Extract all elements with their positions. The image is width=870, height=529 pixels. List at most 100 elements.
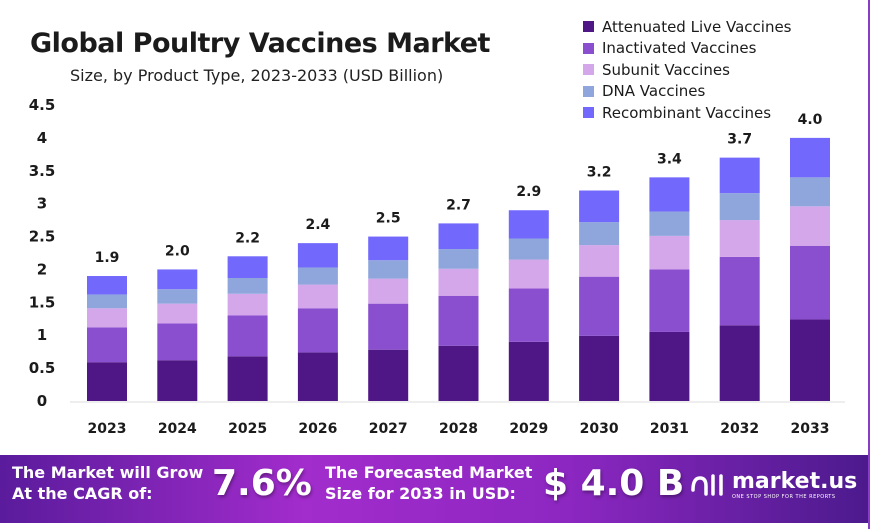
bar-segment	[649, 331, 690, 401]
y-tick-label: 2	[37, 260, 47, 278]
legend-swatch	[583, 42, 594, 54]
legend-swatch	[583, 85, 594, 97]
legend-item: Inactivated Vaccines	[583, 38, 792, 60]
bar-segment	[368, 278, 409, 304]
legend-item: Subunit Vaccines	[583, 59, 792, 81]
bar-segment	[438, 295, 479, 346]
bar-segment	[579, 190, 620, 223]
summary-banner: The Market will Grow At the CAGR of: 7.6…	[0, 455, 868, 523]
bar-segment	[790, 206, 830, 246]
bar-segment	[227, 315, 268, 357]
bar-segment	[297, 267, 338, 285]
y-tick-label: 4.5	[29, 96, 56, 114]
logo-tagline: ONE STOP SHOP FOR THE REPORTS	[732, 494, 836, 500]
cagr-label-line2: At the CAGR of:	[12, 484, 153, 503]
forecast-label-line1: The Forecasted Market	[325, 463, 533, 482]
bar-total-label: 2.2	[235, 230, 260, 246]
bar-chart: 0 0.5 1 1.5 2 2.5 3 3.5 4 4.5 1.9 2023 2.0 2024 2.2 202…	[29, 96, 845, 437]
bar-segment	[368, 260, 409, 279]
legend-label: Subunit Vaccines	[602, 60, 730, 79]
bar-total-label: 4.0	[798, 112, 823, 128]
bar-segment	[297, 243, 338, 268]
bar-total-label: 2.7	[446, 197, 471, 213]
bar-total-label: 2.0	[165, 243, 190, 259]
bar-segment	[87, 362, 127, 401]
bar-segment	[438, 249, 479, 269]
legend-item: Attenuated Live Vaccines	[583, 16, 792, 38]
bar-segment	[368, 236, 409, 261]
y-tick-label: 0.5	[29, 359, 56, 377]
y-tick-label: 1	[37, 326, 47, 344]
forecast-label: The Forecasted Market Size for 2033 in U…	[325, 462, 532, 504]
cagr-label-line1: The Market will Grow	[12, 463, 204, 482]
bar-segment	[508, 210, 549, 239]
cagr-label: The Market will Grow At the CAGR of:	[12, 462, 203, 504]
legend-label: Attenuated Live Vaccines	[602, 17, 792, 36]
bar-segment	[579, 335, 620, 401]
y-tick-label: 0	[37, 392, 47, 410]
bar-segment	[438, 268, 479, 296]
bar-segment	[368, 303, 409, 350]
legend-swatch	[583, 21, 594, 33]
bar-segment	[227, 293, 268, 316]
y-tick-label: 2.5	[29, 228, 56, 246]
x-tick-label: 2025	[228, 421, 267, 437]
bar-segment	[579, 276, 620, 336]
bar-segment	[157, 289, 198, 304]
x-tick-label: 2028	[439, 421, 478, 437]
legend-label: DNA Vaccines	[602, 82, 706, 101]
legend-item: DNA Vaccines	[583, 81, 792, 103]
bar-segment	[719, 157, 760, 194]
logo-name: market.us	[732, 469, 858, 494]
bar-segment	[790, 245, 830, 320]
x-tick-label: 2031	[650, 421, 689, 437]
bar-total-label: 2.4	[305, 217, 330, 233]
bar-segment	[368, 349, 409, 401]
bar-segment	[508, 259, 549, 289]
bar-segment	[438, 345, 479, 401]
bar-total-label: 2.9	[516, 184, 541, 200]
bar-segment	[508, 288, 549, 342]
x-tick-label: 2026	[298, 421, 337, 437]
bar-segment	[157, 360, 198, 401]
bar-segment	[297, 352, 338, 401]
bar-total-label: 3.4	[657, 151, 682, 167]
bar-total-label: 3.2	[587, 165, 612, 181]
x-tick-label: 2027	[369, 421, 408, 437]
market-us-logo-icon	[691, 473, 723, 496]
legend-label: Recombinant Vaccines	[602, 103, 772, 122]
bar-segment	[227, 356, 268, 401]
bar-segment	[157, 303, 198, 324]
bar-total-label: 3.7	[727, 132, 752, 148]
bar-segment	[297, 284, 338, 309]
chart-subtitle: Size, by Product Type, 2023-2033 (USD Bi…	[70, 66, 444, 85]
bar-segment	[719, 193, 760, 221]
bar-segment	[227, 256, 268, 278]
bar-segment	[87, 308, 127, 328]
y-tick-label: 3.5	[29, 162, 56, 180]
cagr-value: 7.6%	[212, 463, 312, 504]
x-tick-label: 2024	[158, 421, 197, 437]
bar-segment	[297, 308, 338, 353]
bar-segment	[227, 277, 268, 294]
bar-segment	[508, 341, 549, 401]
x-tick-label: 2030	[580, 421, 619, 437]
x-tick-label: 2033	[791, 421, 830, 437]
bar-segment	[87, 276, 127, 295]
legend-swatch	[583, 64, 594, 76]
y-tick-label: 4	[37, 129, 47, 147]
bar-segment	[87, 294, 127, 309]
legend-item: Recombinant Vaccines	[583, 102, 792, 124]
forecast-value: $ 4.0 B	[543, 463, 685, 504]
bar-segment	[649, 235, 690, 270]
bar-segment	[649, 269, 690, 332]
bar-segment	[649, 211, 690, 236]
bar-total-label: 2.5	[376, 211, 401, 227]
legend-swatch	[583, 107, 594, 119]
chart-title: Global Poultry Vaccines Market	[30, 28, 490, 59]
x-tick-label: 2029	[509, 421, 548, 437]
bar-segment	[649, 177, 690, 212]
market-us-logo: market.us ONE STOP SHOP FOR THE REPORTS	[690, 469, 857, 500]
bar-segment	[87, 327, 127, 363]
